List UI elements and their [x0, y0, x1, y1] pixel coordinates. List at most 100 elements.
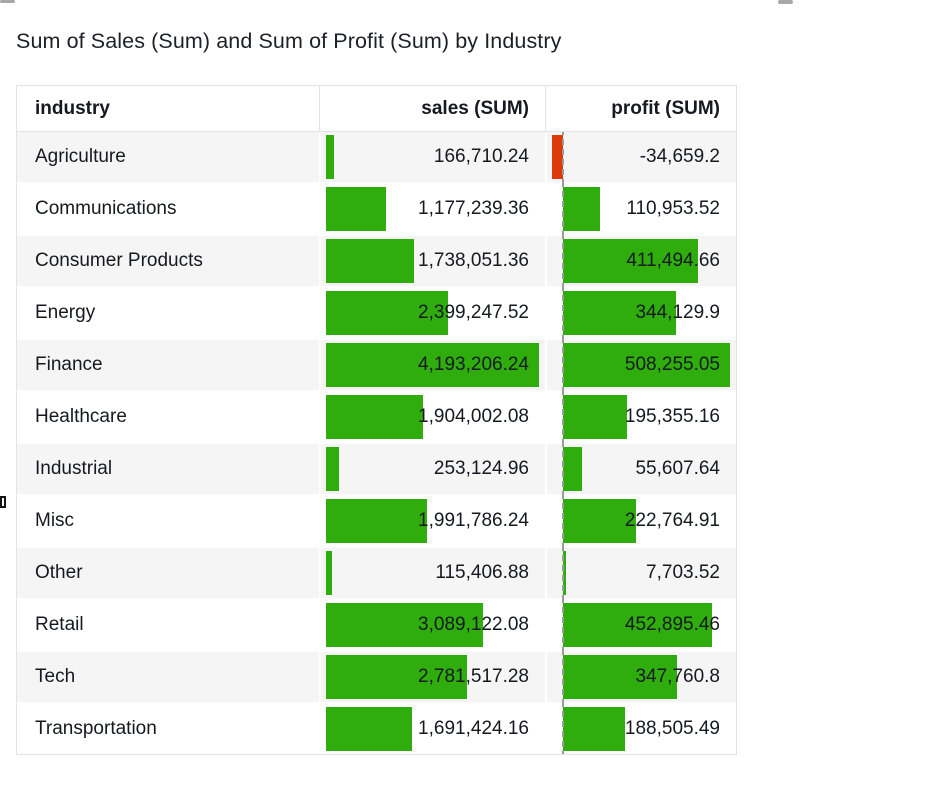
zero-baseline — [562, 285, 565, 341]
industry-label: Agriculture — [35, 146, 126, 167]
zero-baseline — [562, 597, 565, 653]
profit-data-bar — [563, 343, 730, 387]
sales-cell[interactable]: 2,781,517.28 — [319, 652, 545, 702]
sales-cell[interactable]: 3,089,122.08 — [319, 600, 545, 650]
profit-data-bar — [563, 187, 600, 231]
table-row: Transportation 1,691,424.16 188,505.49 — [17, 701, 736, 754]
partial-checkbox-icon[interactable] — [0, 496, 6, 508]
column-header-sales[interactable]: sales (SUM) — [319, 86, 545, 131]
profit-data-bar — [563, 447, 582, 491]
sales-cell[interactable]: 1,177,239.36 — [319, 184, 545, 234]
sales-cell[interactable]: 1,904,002.08 — [319, 392, 545, 442]
profit-cell[interactable]: 55,607.64 — [545, 441, 736, 497]
zero-baseline — [562, 493, 565, 549]
sales-cell[interactable]: 115,406.88 — [319, 548, 545, 598]
sales-cell[interactable]: 1,691,424.16 — [319, 704, 545, 754]
zero-baseline — [562, 132, 565, 185]
sales-bar-area — [326, 551, 539, 595]
sales-value: 166,710.24 — [433, 146, 529, 167]
industry-label: Transportation — [35, 718, 157, 739]
profit-data-bar — [563, 655, 678, 699]
sales-cell[interactable]: 253,124.96 — [319, 444, 545, 494]
sales-cell[interactable]: 2,399,247.52 — [319, 288, 545, 338]
zero-baseline — [562, 701, 565, 754]
industry-label: Misc — [35, 510, 75, 531]
industry-label: Finance — [35, 354, 103, 375]
sales-bar-area — [326, 291, 539, 335]
industry-label: Energy — [35, 302, 96, 323]
sales-bar-area — [326, 343, 539, 387]
industry-label: Retail — [35, 614, 84, 635]
scrollbar-thumb-fragment-top-left[interactable] — [0, 0, 15, 3]
sales-value: 2,781,517.28 — [418, 666, 529, 687]
sales-data-bar — [326, 395, 423, 439]
table-row: Retail 3,089,122.08 452,895.46 — [17, 597, 736, 653]
industry-cell[interactable]: Finance — [17, 340, 319, 390]
profit-cell[interactable]: 508,255.05 — [545, 337, 736, 393]
profit-cell[interactable]: 188,505.49 — [545, 701, 736, 754]
profit-bar-area — [552, 545, 730, 601]
industry-cell[interactable]: Industrial — [17, 444, 319, 494]
industry-label: Communications — [35, 198, 177, 219]
profit-cell[interactable]: -34,659.2 — [545, 132, 736, 185]
sales-cell[interactable]: 166,710.24 — [319, 132, 545, 182]
industry-cell[interactable]: Other — [17, 548, 319, 598]
scrollbar-thumb-fragment-top-right[interactable] — [778, 0, 793, 4]
profit-bar-area — [552, 233, 730, 289]
industry-label: Industrial — [35, 458, 113, 479]
sales-bar-area — [326, 239, 539, 283]
profit-cell[interactable]: 452,895.46 — [545, 597, 736, 653]
industry-cell[interactable]: Energy — [17, 288, 319, 338]
sales-data-bar — [326, 447, 339, 491]
table-body: Agriculture 166,710.24 -34,659.2 Communi… — [17, 132, 736, 754]
sales-bar-area — [326, 447, 539, 491]
profit-bar-area — [552, 441, 730, 497]
profit-value: 411,494.66 — [626, 250, 720, 271]
profit-cell[interactable]: 344,129.9 — [545, 285, 736, 341]
table-row: Finance 4,193,206.24 508,255.05 — [17, 337, 736, 393]
industry-cell[interactable]: Consumer Products — [17, 236, 319, 286]
sales-value: 253,124.96 — [433, 458, 529, 479]
table-header-row: industry sales (SUM) profit (SUM) — [17, 86, 736, 132]
profit-cell[interactable]: 411,494.66 — [545, 233, 736, 289]
sales-value: 115,406.88 — [435, 562, 529, 583]
profit-value: 222,764.91 — [624, 510, 720, 531]
profit-value: -34,659.2 — [639, 146, 720, 167]
sales-bar-area — [326, 707, 539, 751]
industry-cell[interactable]: Communications — [17, 184, 319, 234]
sales-data-bar — [326, 707, 412, 751]
industry-cell[interactable]: Transportation — [17, 704, 319, 754]
profit-cell[interactable]: 347,760.8 — [545, 649, 736, 705]
zero-baseline — [562, 233, 565, 289]
profit-cell[interactable]: 7,703.52 — [545, 545, 736, 601]
table-row: Healthcare 1,904,002.08 195,355.16 — [17, 389, 736, 445]
sales-bar-area — [326, 603, 539, 647]
industry-cell[interactable]: Tech — [17, 652, 319, 702]
data-table: industry sales (SUM) profit (SUM) Agricu… — [16, 85, 737, 755]
column-header-industry[interactable]: industry — [35, 97, 110, 119]
sales-bar-area — [326, 187, 539, 231]
sales-cell[interactable]: 1,991,786.24 — [319, 496, 545, 546]
industry-cell[interactable]: Retail — [17, 600, 319, 650]
sales-value: 3,089,122.08 — [418, 614, 529, 635]
profit-value: 452,895.46 — [624, 614, 720, 635]
zero-baseline — [562, 545, 565, 601]
sales-data-bar — [326, 551, 332, 595]
industry-cell[interactable]: Agriculture — [17, 132, 319, 182]
column-header-profit[interactable]: profit (SUM) — [545, 86, 736, 131]
industry-cell[interactable]: Healthcare — [17, 392, 319, 442]
sales-cell[interactable]: 1,738,051.36 — [319, 236, 545, 286]
sales-cell[interactable]: 4,193,206.24 — [319, 340, 545, 390]
profit-cell[interactable]: 110,953.52 — [545, 181, 736, 237]
profit-cell[interactable]: 195,355.16 — [545, 389, 736, 445]
profit-value: 110,953.52 — [626, 198, 720, 219]
sales-bar-area — [326, 499, 539, 543]
profit-value: 344,129.9 — [635, 302, 720, 323]
sales-data-bar — [326, 135, 335, 179]
profit-cell[interactable]: 222,764.91 — [545, 493, 736, 549]
sales-data-bar — [326, 603, 483, 647]
profit-data-bar — [563, 551, 566, 595]
zero-baseline — [562, 441, 565, 497]
industry-cell[interactable]: Misc — [17, 496, 319, 546]
